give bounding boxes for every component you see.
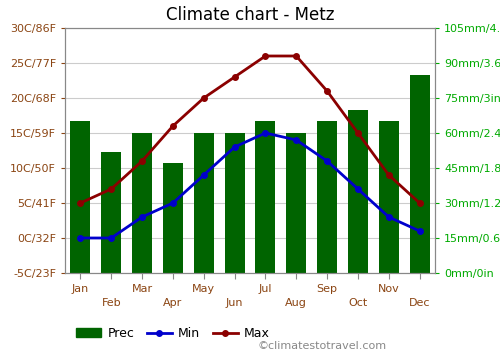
Bar [317, 121, 337, 273]
Bar [378, 121, 399, 273]
Text: Jan: Jan [72, 284, 89, 294]
Text: Apr: Apr [164, 298, 182, 308]
Bar [101, 152, 121, 273]
Bar [163, 163, 183, 273]
Bar [194, 133, 214, 273]
Title: Climate chart - Metz: Climate chart - Metz [166, 6, 334, 24]
Text: Mar: Mar [132, 284, 152, 294]
Text: Sep: Sep [316, 284, 338, 294]
Bar [224, 133, 244, 273]
Legend: Prec, Min, Max: Prec, Min, Max [72, 322, 275, 345]
Bar [256, 121, 276, 273]
Bar [410, 75, 430, 273]
Text: Dec: Dec [409, 298, 430, 308]
Bar [132, 133, 152, 273]
Text: Oct: Oct [348, 298, 368, 308]
Bar [348, 110, 368, 273]
Text: May: May [192, 284, 216, 294]
Bar [70, 121, 90, 273]
Text: Aug: Aug [286, 298, 307, 308]
Text: ©climatestotravel.com: ©climatestotravel.com [258, 341, 386, 350]
Text: Jul: Jul [258, 284, 272, 294]
Bar [286, 133, 306, 273]
Text: Jun: Jun [226, 298, 244, 308]
Text: Nov: Nov [378, 284, 400, 294]
Text: Feb: Feb [102, 298, 121, 308]
